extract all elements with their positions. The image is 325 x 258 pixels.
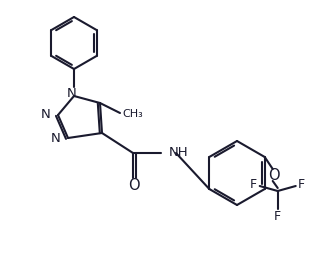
Text: O: O: [128, 179, 140, 194]
Text: N: N: [40, 109, 50, 122]
Text: N: N: [67, 87, 77, 100]
Text: NH: NH: [169, 146, 188, 158]
Text: F: F: [274, 209, 281, 222]
Text: F: F: [298, 178, 305, 190]
Text: N: N: [51, 133, 61, 146]
Text: F: F: [250, 178, 257, 190]
Text: CH₃: CH₃: [122, 109, 143, 119]
Text: O: O: [268, 168, 280, 183]
